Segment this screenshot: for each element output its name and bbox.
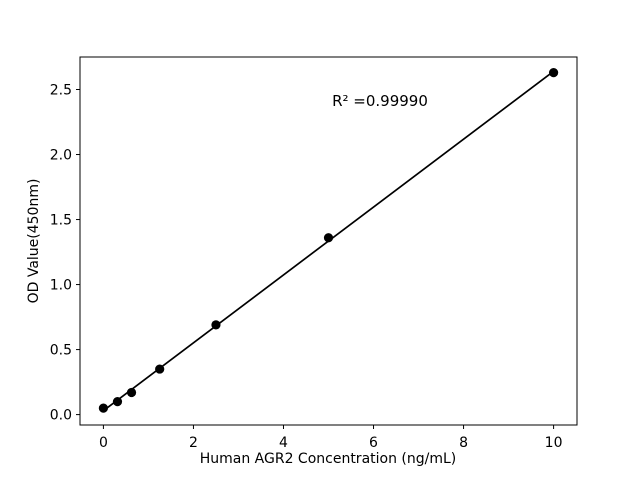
data-point — [126, 387, 137, 398]
axis-ticks: 0 2 4 6 8 10 0.0 0.5 1.0 1.5 2.0 2.5 — [50, 83, 563, 451]
x-tick-label: 8 — [459, 435, 468, 451]
x-tick-label: 2 — [189, 435, 198, 451]
y-tick-label: 2.5 — [50, 83, 72, 99]
y-tick-label: 1.5 — [50, 213, 72, 229]
y-axis-label: OD Value(450nm) — [26, 179, 42, 304]
data-point — [323, 233, 334, 243]
plot-area-border — [79, 56, 578, 426]
x-tick-label: 6 — [369, 435, 378, 451]
x-tick-label: 10 — [545, 435, 563, 451]
chart-series — [98, 68, 559, 413]
y-tick-label: 2.0 — [50, 148, 72, 164]
y-tick-label: 0.5 — [50, 343, 72, 359]
x-axis-label: Human AGR2 Concentration (ng/mL) — [200, 451, 457, 467]
data-point — [211, 320, 221, 330]
data-point — [548, 68, 559, 78]
data-point — [112, 396, 123, 407]
x-tick-label: 0 — [99, 435, 108, 451]
data-point — [155, 364, 165, 374]
x-tick-label: 4 — [279, 435, 288, 451]
y-tick-label: 1.0 — [50, 278, 72, 294]
data-point — [98, 403, 109, 413]
y-tick-label: 0.0 — [50, 408, 72, 424]
r-squared-annotation: R² =0.99990 — [332, 92, 428, 110]
